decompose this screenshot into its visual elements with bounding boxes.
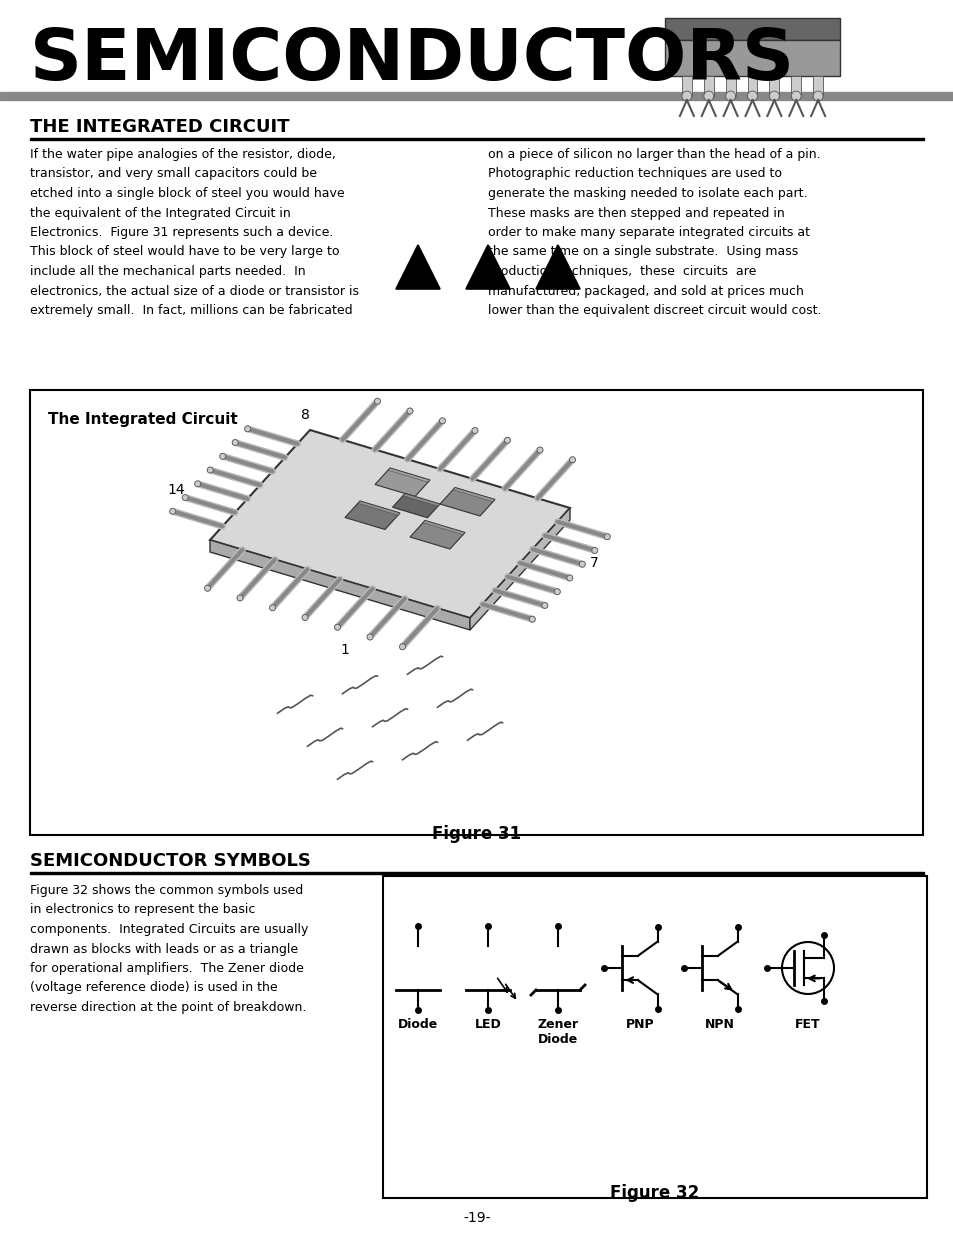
Text: If the water pipe analogies of the resistor, diode,
transistor, and very small c: If the water pipe analogies of the resis… [30,148,358,317]
Circle shape [302,615,308,620]
Circle shape [554,589,559,595]
Bar [382,876,926,1198]
Text: LED: LED [475,1018,501,1031]
Circle shape [591,547,598,553]
Bar [769,77,779,96]
Circle shape [194,480,200,487]
Polygon shape [388,468,430,482]
Bar [0,91,953,100]
Text: NPN: NPN [704,1018,734,1031]
Text: 8: 8 [300,408,309,422]
Text: Figure 32 shows the common symbols used
in electronics to represent the basic
co: Figure 32 shows the common symbols used … [30,884,308,1014]
Circle shape [236,595,243,601]
Polygon shape [375,468,430,496]
Circle shape [504,437,510,443]
Circle shape [207,467,213,473]
Text: SEMICONDUCTOR SYMBOLS: SEMICONDUCTOR SYMBOLS [30,852,311,869]
Circle shape [439,417,445,424]
Bar [664,19,840,40]
Circle shape [399,643,405,650]
Circle shape [703,91,713,101]
Bar [0,0,953,15]
Polygon shape [210,430,569,618]
Bar [30,138,923,140]
Polygon shape [210,540,470,630]
Circle shape [603,534,610,540]
Circle shape [747,91,757,101]
Circle shape [219,453,226,459]
Circle shape [335,624,340,630]
Circle shape [170,509,175,514]
Circle shape [204,585,211,592]
Bar [812,77,822,96]
Polygon shape [392,494,439,517]
Circle shape [541,603,547,609]
Circle shape [375,398,380,404]
Polygon shape [465,245,510,289]
Polygon shape [470,508,569,630]
Bar [747,77,757,96]
Bar [681,77,691,96]
Text: on a piece of silicon no larger than the head of a pin.
Photographic reduction t: on a piece of silicon no larger than the… [488,148,821,317]
Text: -19-: -19- [463,1212,490,1225]
Circle shape [537,447,542,453]
Text: The Integrated Circuit: The Integrated Circuit [48,412,237,427]
Polygon shape [402,494,439,506]
Bar [30,390,923,835]
Circle shape [407,408,413,414]
Circle shape [781,942,833,994]
Text: SEMICONDUCTORS: SEMICONDUCTORS [30,26,794,95]
Circle shape [790,91,801,101]
Text: 1: 1 [340,643,349,657]
Polygon shape [357,501,399,515]
Text: Figure 32: Figure 32 [610,1184,699,1202]
Text: 14: 14 [167,483,185,498]
Polygon shape [422,520,464,535]
Polygon shape [439,488,495,516]
Text: Zener
Diode: Zener Diode [537,1018,578,1046]
Circle shape [769,91,779,101]
Polygon shape [345,501,399,530]
Circle shape [725,91,735,101]
Text: PNP: PNP [625,1018,654,1031]
Polygon shape [536,245,579,289]
Polygon shape [410,520,464,550]
Circle shape [529,616,535,622]
Bar [664,40,840,77]
Bar [790,77,801,96]
Circle shape [569,457,575,463]
Circle shape [367,634,373,640]
Circle shape [472,427,477,433]
Bar [30,872,923,874]
Text: Diode: Diode [397,1018,437,1031]
Polygon shape [453,488,495,501]
Circle shape [578,561,585,567]
Bar [725,77,735,96]
Text: 7: 7 [589,556,598,571]
Circle shape [232,440,238,446]
Circle shape [244,426,251,432]
Circle shape [566,576,572,580]
Text: THE INTEGRATED CIRCUIT: THE INTEGRATED CIRCUIT [30,119,289,136]
Text: Figure 31: Figure 31 [432,825,520,844]
Polygon shape [395,245,439,289]
Circle shape [182,494,188,500]
Circle shape [270,605,275,611]
Bar [703,77,713,96]
Circle shape [812,91,822,101]
Circle shape [681,91,691,101]
Text: FET: FET [795,1018,820,1031]
